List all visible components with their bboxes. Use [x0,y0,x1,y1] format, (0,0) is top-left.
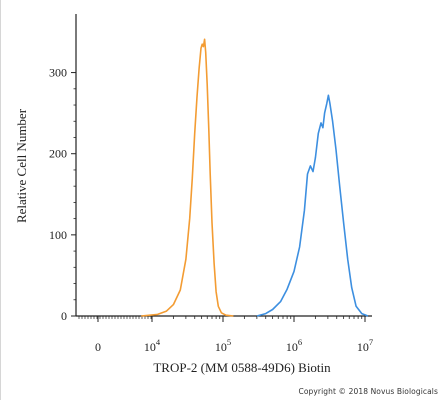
x-axis-ticks: 0 104 105 106 107 [78,316,373,354]
frame-edge [0,0,1,400]
copyright-notice: Copyright © 2018 Novus Biologicals [298,387,438,396]
y-axis-ticks: 0 100 200 300 [49,66,76,323]
x-tick-label: 106 [286,337,302,354]
x-tick-label: 105 [215,337,231,354]
y-axis-label: Relative Cell Number [14,108,29,223]
axes [75,14,372,317]
x-tick-label: 107 [357,337,373,354]
histogram-series-2 [256,94,369,317]
x-tick-label: 0 [95,340,101,354]
y-tick-label: 200 [49,147,67,161]
y-tick-label: 0 [61,309,67,323]
histogram-series-1 [141,38,234,317]
x-axis-label: TROP-2 (MM 0588-49D6) Biotin [153,360,331,375]
y-tick-label: 100 [49,228,67,242]
x-tick-label: 104 [144,337,161,354]
y-tick-label: 300 [49,66,67,80]
series-layer [141,38,369,317]
